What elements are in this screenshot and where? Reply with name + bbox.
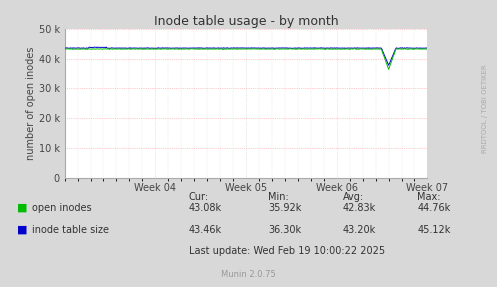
Text: Munin 2.0.75: Munin 2.0.75 <box>221 269 276 279</box>
Text: 35.92k: 35.92k <box>268 203 302 213</box>
Text: 44.76k: 44.76k <box>417 203 451 213</box>
Text: 36.30k: 36.30k <box>268 225 302 234</box>
Y-axis label: number of open inodes: number of open inodes <box>26 46 36 160</box>
Text: 42.83k: 42.83k <box>343 203 376 213</box>
Text: Avg:: Avg: <box>343 192 364 201</box>
Text: Min:: Min: <box>268 192 289 201</box>
Text: 43.08k: 43.08k <box>189 203 222 213</box>
Text: inode table size: inode table size <box>32 225 109 234</box>
Text: open inodes: open inodes <box>32 203 92 213</box>
Text: 43.20k: 43.20k <box>343 225 376 234</box>
Text: 45.12k: 45.12k <box>417 225 451 234</box>
Text: 43.46k: 43.46k <box>189 225 222 234</box>
Title: Inode table usage - by month: Inode table usage - by month <box>154 15 338 28</box>
Text: Max:: Max: <box>417 192 441 201</box>
Text: ■: ■ <box>17 225 28 234</box>
Text: ■: ■ <box>17 203 28 213</box>
Text: RRDTOOL / TOBI OETIKER: RRDTOOL / TOBI OETIKER <box>482 65 488 154</box>
Text: Cur:: Cur: <box>189 192 209 201</box>
Text: Last update: Wed Feb 19 10:00:22 2025: Last update: Wed Feb 19 10:00:22 2025 <box>189 246 385 256</box>
